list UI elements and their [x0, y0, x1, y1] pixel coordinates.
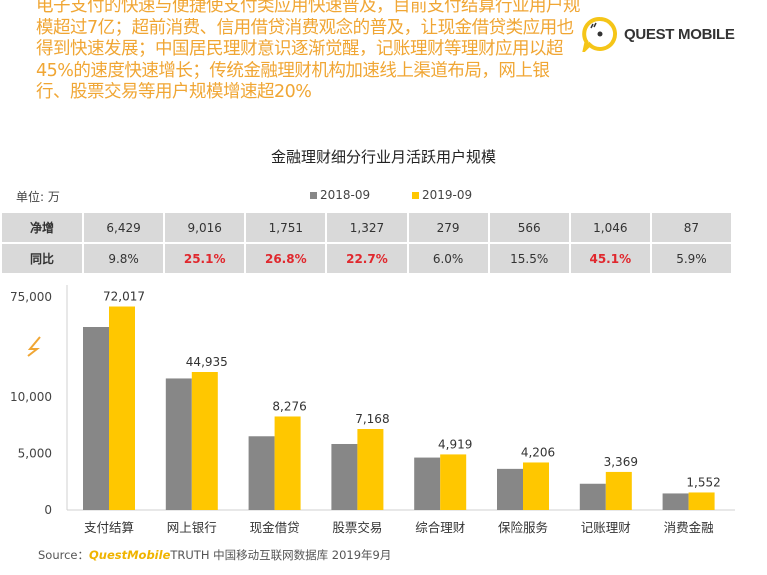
bar-2018-09-7 [662, 493, 689, 510]
legend-2018: 2018-09 [310, 188, 370, 202]
table-cell: 15.5% [487, 242, 571, 275]
table-cell: 566 [487, 211, 571, 244]
y-tick-label: 75,000 [10, 290, 52, 304]
table-cell: 1,046 [568, 211, 652, 244]
row-label: 净增 [0, 211, 84, 244]
table-cell: 6,429 [81, 211, 166, 244]
y-tick-label: 0 [44, 503, 52, 517]
data-label: 8,276 [272, 399, 306, 413]
intro-text: 电子支付的快速与便捷使支付类应用快速普及，目前支付结算行业用户规模超过7亿；超前… [36, 0, 581, 102]
data-label: 44,935 [186, 355, 228, 369]
table-cell: 6.0% [406, 242, 490, 275]
table-cell: 279 [406, 211, 490, 244]
data-label: 7,168 [355, 412, 389, 426]
legend-2019: 2019-09 [412, 188, 472, 202]
bar-2019-09-4 [440, 454, 467, 510]
legend-swatch-2018 [310, 191, 317, 199]
table-cell: 9.8% [81, 242, 166, 275]
bar-2019-09-1 [191, 372, 218, 510]
bar-2018-09-6 [579, 483, 606, 510]
category-label: 综合理财 [415, 520, 465, 535]
table-cell: 22.7% [325, 242, 409, 275]
data-label: 4,206 [521, 445, 555, 459]
bar-2018-09-3 [331, 443, 358, 510]
category-label: 保险服务 [498, 520, 548, 535]
table-row-net: 净增 6,429 9,016 1,751 1,327 279 566 1,046 87 [0, 211, 734, 244]
table-cell: 26.8% [244, 242, 328, 275]
category-label: 现金借贷 [250, 520, 300, 535]
table-cell: 5.9% [649, 242, 734, 275]
bar-2018-09-5 [497, 468, 523, 510]
bar-2018-09-1 [165, 378, 192, 510]
table-cell: 25.1% [163, 242, 247, 275]
category-label: 支付结算 [84, 520, 134, 535]
bar-2019-09-6 [605, 471, 632, 510]
category-label: 股票交易 [332, 520, 382, 535]
bar-2018-09-4 [414, 457, 441, 510]
row-label: 同比 [0, 242, 84, 275]
bar-2019-09-0 [109, 306, 135, 510]
table-cell: 45.1% [568, 242, 652, 275]
axis-break-icon [27, 336, 41, 357]
bar-2019-09-3 [357, 429, 384, 510]
table-cell: 1,751 [244, 211, 328, 244]
table-cell: 1,327 [325, 211, 409, 244]
table-cell: 87 [649, 211, 734, 244]
data-label: 72,017 [103, 290, 145, 304]
table-cell: 9,016 [163, 211, 247, 244]
category-label: 消费金融 [664, 520, 715, 535]
source-line: Source：QuestMobileTRUTH 中国移动互联网数据库 2019年… [38, 548, 392, 562]
stats-table: 净增 6,429 9,016 1,751 1,327 279 566 1,046 87 同比 9.… [0, 211, 734, 275]
category-label: 记账理财 [581, 520, 631, 535]
category-label: 网上银行 [167, 520, 217, 535]
bar-2019-09-5 [523, 462, 549, 510]
data-label: 3,369 [604, 455, 638, 469]
bar-2018-09-0 [83, 327, 109, 510]
data-label: 1,552 [686, 475, 720, 489]
quest-mobile-logo: QUEST MOBILE [582, 16, 735, 52]
legend-swatch-2019 [412, 191, 419, 199]
bar-2019-09-2 [274, 416, 301, 510]
chart-title: 金融理财细分行业月活跃用户规模 [270, 148, 496, 166]
y-tick-label: 10,000 [10, 390, 52, 404]
table-row-yoy: 同比 9.8% 25.1% 26.8% 22.7% 6.0% 15.5% 45.1% 5.9% [0, 242, 734, 275]
unit-label: 单位: 万 [16, 190, 60, 204]
bar-2019-09-7 [688, 492, 715, 510]
logo-bubble-icon [582, 17, 617, 52]
y-tick-label: 5,000 [18, 447, 52, 461]
data-label: 4,919 [438, 437, 472, 451]
bar-2018-09-2 [248, 436, 275, 510]
